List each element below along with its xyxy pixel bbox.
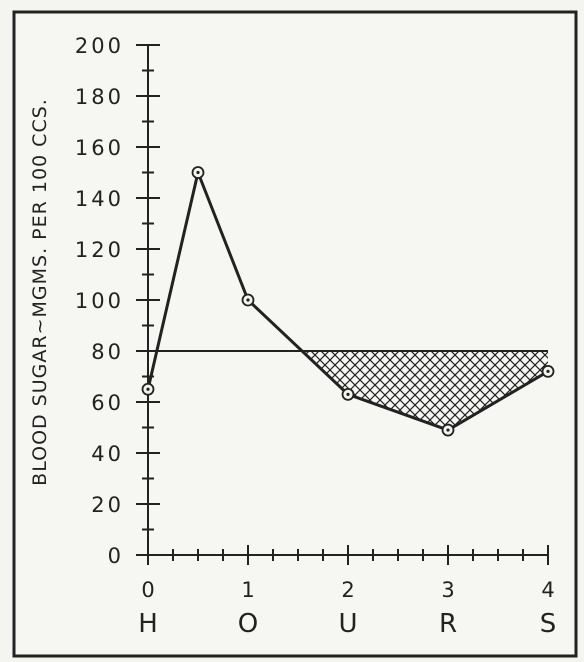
x-axis-letter: R [439,609,457,639]
x-tick-label: 3 [441,578,454,602]
y-tick-label: 80 [91,340,124,364]
y-tick-label: 120 [75,238,124,262]
chart-frame [12,10,578,658]
y-tick-label: 140 [75,187,124,211]
y-ticks: 0 20 40 60 80 100 120 140 160 180 200 [75,34,160,568]
x-ticks: 0 1 2 3 4 [141,545,555,602]
series-line [146,171,549,432]
x-axis-letter: H [138,609,158,639]
data-point [541,364,555,378]
y-tick-label: 180 [75,85,124,109]
x-tick-label: 1 [241,578,254,602]
x-tick-label: 2 [341,578,354,602]
y-tick-label: 0 [108,544,124,568]
x-tick-label: 4 [541,578,554,602]
x-axis-letter: S [540,609,557,639]
hatched-region [302,351,548,431]
data-point [441,423,455,437]
x-tick-label: 0 [141,578,154,602]
y-axis-label: BLOOD SUGAR~MGMS. PER 100 CCS. [29,98,51,486]
x-axis-letter: U [338,609,357,639]
data-points [141,166,555,437]
y-tick-label: 60 [91,391,124,415]
data-point [191,166,205,179]
y-tick-label: 40 [91,442,124,466]
y-tick-label: 20 [91,493,124,517]
y-tick-label: 100 [75,289,124,313]
data-point [341,387,355,401]
hatched-area [302,351,548,431]
series-blood-sugar [146,171,549,432]
y-tick-label: 160 [75,136,124,160]
data-point [241,293,255,307]
data-point [141,382,155,396]
x-axis-letter: O [238,609,258,639]
y-tick-label: 200 [75,34,124,58]
